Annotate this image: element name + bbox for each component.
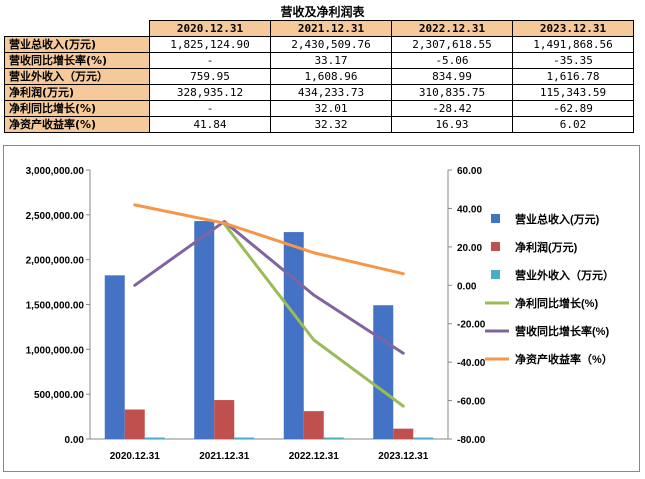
row-label: 营业外收入（万元）: [4, 68, 150, 85]
left-axis-tick-label: 0.00: [65, 435, 85, 446]
x-axis-tick-label: 2021.12.31: [199, 451, 249, 462]
table-cell: 1,491,868.56: [512, 36, 634, 53]
bar: [393, 428, 414, 439]
bar: [413, 437, 434, 439]
table-cell: -5.06: [391, 52, 513, 69]
right-axis-tick-label: 20.00: [457, 243, 482, 254]
right-axis-tick-label: 0.00: [457, 281, 477, 292]
legend-swatch: [491, 214, 500, 223]
series-line: [222, 222, 405, 408]
bar: [323, 437, 344, 439]
legend-label: 营收同比增长率(%): [515, 324, 609, 338]
left-axis-tick-label: 1,000,000.00: [26, 345, 85, 356]
right-axis-tick-label: 60.00: [457, 166, 482, 177]
bar: [144, 437, 165, 439]
right-axis-tick-label: -40.00: [457, 358, 486, 369]
left-axis-tick-label: 2,500,000.00: [26, 211, 85, 222]
right-axis-tick-label: -60.00: [457, 397, 486, 408]
table-cell: -62.89: [512, 100, 634, 117]
financial-table: 2020.12.31 2021.12.31 2022.12.31 2023.12…: [4, 20, 634, 133]
table-cell: -: [149, 100, 271, 117]
legend-label: 营业外收入（万元）: [515, 268, 614, 282]
bar: [104, 275, 125, 439]
table-cell: 2,430,509.76: [270, 36, 392, 53]
right-axis-tick-label: -80.00: [457, 435, 486, 446]
table-cell: -35.35: [512, 52, 634, 69]
left-axis-tick-label: 1,500,000.00: [26, 301, 85, 312]
table-row: 营业外收入（万元） 759.95 1,608.96 834.99 1,616.7…: [4, 68, 634, 85]
left-axis-tick-label: 2,000,000.00: [26, 256, 85, 267]
table-cell: 41.84: [149, 116, 271, 133]
column-header: 2023.12.31: [512, 20, 634, 37]
legend-swatch: [491, 242, 500, 251]
table-cell: 115,343.59: [512, 84, 634, 101]
row-label: 净利同比增长(%): [4, 100, 150, 117]
table-corner-cell: [4, 20, 150, 37]
table-row: 净资产收益率(%) 41.84 32.32 16.93 6.02: [4, 116, 634, 133]
table-cell: 32.01: [270, 100, 392, 117]
table-row: 净利同比增长(%) - 32.01 -28.42 -62.89: [4, 100, 634, 117]
table-cell: 6.02: [512, 116, 634, 133]
table-cell: -: [149, 52, 271, 69]
table-row: 营收同比增长率(%) - 33.17 -5.06 -35.35: [4, 52, 634, 69]
combo-chart: 0.00 500,000.00 1,000,000.00 1,500,000.00 2,…: [26, 166, 614, 462]
series-line: [133, 203, 405, 276]
legend-label: 净资产收益率（%）: [515, 352, 613, 366]
x-axis-tick-label: 2020.12.31: [110, 451, 160, 462]
legend-label: 营业总收入(万元): [515, 212, 600, 226]
right-axis-tick-label: 40.00: [457, 204, 482, 215]
x-axis-tick-label: 2023.12.31: [378, 451, 428, 462]
table-cell: 2,307,618.55: [391, 36, 513, 53]
table-row: 净利润(万元) 328,935.12 434,233.73 310,835.75…: [4, 84, 634, 101]
row-label: 净利润(万元): [4, 84, 150, 101]
chart-container: 0.00 500,000.00 1,000,000.00 1,500,000.00 2,…: [3, 145, 640, 472]
table-cell: 1,616.78: [512, 68, 634, 85]
bar: [283, 232, 304, 439]
table-cell: 33.17: [270, 52, 392, 69]
legend-swatch: [491, 270, 500, 279]
bar: [234, 437, 255, 439]
bar: [194, 221, 215, 439]
bar: [303, 411, 324, 439]
table-cell: 759.95: [149, 68, 271, 85]
right-axis-tick-label: -20.00: [457, 320, 486, 331]
table-cell: 32.32: [270, 116, 392, 133]
legend-label: 净利同比增长(%): [515, 296, 598, 310]
row-label: 净资产收益率(%): [4, 116, 150, 133]
table-cell: 1,608.96: [270, 68, 392, 85]
table-cell: 1,825,124.90: [149, 36, 271, 53]
legend-label: 净利润(万元): [515, 240, 578, 254]
table-row: 营业总收入(万元) 1,825,124.90 2,430,509.76 2,30…: [4, 36, 634, 53]
table-cell: 328,935.12: [149, 84, 271, 101]
table-cell: 310,835.75: [391, 84, 513, 101]
x-axis-tick-label: 2022.12.31: [289, 451, 339, 462]
table-cell: 16.93: [391, 116, 513, 133]
row-label: 营收同比增长率(%): [4, 52, 150, 69]
row-label: 营业总收入(万元): [4, 36, 150, 53]
series-line: [133, 220, 405, 355]
table-title: 营收及净利润表: [280, 5, 365, 19]
table-cell: 834.99: [391, 68, 513, 85]
column-header: 2021.12.31: [270, 20, 392, 37]
table-header-row: 2020.12.31 2021.12.31 2022.12.31 2023.12…: [4, 20, 634, 37]
bar: [214, 400, 235, 439]
table-cell: -28.42: [391, 100, 513, 117]
bar: [373, 305, 394, 439]
table-cell: 434,233.73: [270, 84, 392, 101]
left-axis-tick-label: 3,000,000.00: [26, 166, 85, 177]
column-header: 2022.12.31: [391, 20, 513, 37]
left-axis-tick-label: 500,000.00: [34, 390, 84, 401]
bar: [124, 409, 145, 439]
column-header: 2020.12.31: [149, 20, 271, 37]
